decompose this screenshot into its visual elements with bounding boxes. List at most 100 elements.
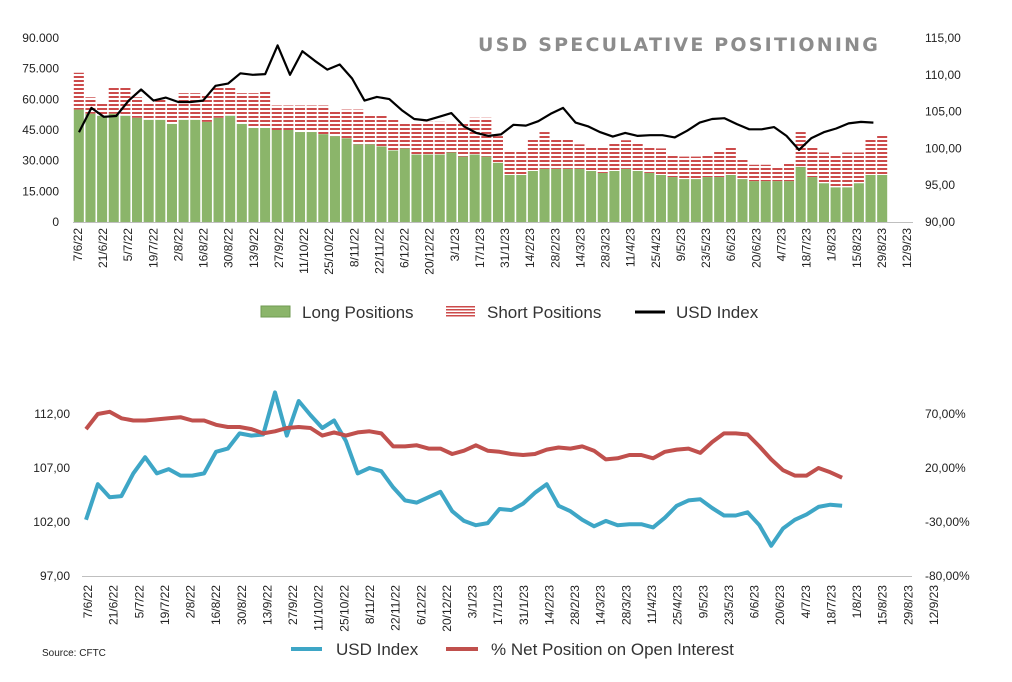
top-chart: USD SPECULATIVE POSITIONING 0 15.000 30.00… [22, 31, 962, 322]
y-left-tick-label-bottom: 107,00 [33, 461, 70, 475]
y-left-tick-label-bottom: 112,00 [34, 407, 70, 421]
long-bar [329, 136, 340, 222]
short-bar [271, 105, 282, 130]
long-bar [469, 154, 480, 222]
x-tick-label: 20/12/22 [423, 228, 437, 275]
x-tick-label: 9/5/23 [674, 228, 688, 262]
long-bar [295, 132, 306, 222]
short-bar [248, 93, 259, 128]
x-tick-label: 17/1/23 [473, 228, 487, 268]
short-bar [469, 117, 480, 155]
x-tick-label-bottom: 30/8/22 [235, 585, 249, 625]
long-bar [725, 174, 736, 222]
x-tick-label: 6/12/22 [398, 228, 412, 268]
short-bar [388, 119, 399, 151]
short-bar [73, 72, 84, 110]
x-tick-label-bottom: 5/7/22 [132, 585, 146, 619]
top-bars [73, 72, 888, 222]
long-bar [97, 115, 108, 222]
short-bar [877, 134, 888, 175]
long-bar [236, 123, 247, 222]
short-bar [329, 111, 340, 137]
short-bar [621, 140, 632, 169]
x-tick-label: 1/8/23 [825, 228, 839, 262]
top-tick-labels: 0 15.000 30.000 45.000 60.000 75.000 90.000 90,… [22, 31, 962, 275]
short-bar [353, 109, 364, 145]
x-tick-label: 21/6/22 [96, 228, 110, 268]
x-tick-label: 13/9/22 [247, 228, 261, 268]
y-right-tick-label-bottom: -30,00% [925, 515, 970, 529]
short-bar [446, 123, 457, 153]
x-tick-label-bottom: 6/6/23 [748, 585, 762, 619]
short-bar [772, 166, 783, 182]
long-bar [504, 174, 515, 222]
x-tick-label-bottom: 23/5/23 [722, 585, 736, 625]
short-bar [586, 146, 597, 171]
short-bar [714, 150, 725, 178]
source-note: Source: CFTC [42, 648, 106, 659]
long-bar [714, 177, 725, 222]
long-bar [690, 179, 701, 222]
x-tick-label-bottom: 14/2/23 [542, 585, 556, 625]
x-tick-label-bottom: 29/8/23 [901, 585, 915, 625]
long-bar [341, 138, 352, 222]
long-bar [527, 170, 538, 222]
x-tick-label-bottom: 6/12/22 [414, 585, 428, 625]
x-tick-label: 20/6/23 [749, 228, 763, 268]
legend-label-net-position: % Net Position on Open Interest [491, 640, 734, 659]
short-bar [108, 87, 119, 114]
short-bar [341, 109, 352, 139]
short-bar [423, 121, 434, 155]
short-bar [178, 93, 189, 120]
bottom-tick-labels: 97,00 102,00 107,00 112,00 -80,00% -30,00% 20,… [33, 407, 970, 632]
x-tick-label-bottom: 18/7/23 [824, 585, 838, 625]
long-bar [818, 183, 829, 222]
long-bar [737, 179, 748, 222]
long-bar [539, 168, 550, 222]
short-bar [201, 95, 212, 122]
x-tick-label-bottom: 3/1/23 [466, 585, 480, 619]
x-tick-label: 22/11/22 [372, 228, 386, 274]
long-bar [201, 121, 212, 222]
y-right-tick-label: 100,00 [925, 141, 962, 155]
long-bar [830, 187, 841, 222]
long-bar [85, 113, 96, 222]
x-tick-label-bottom: 17/1/23 [491, 585, 505, 625]
short-bar [190, 93, 201, 120]
long-bar [516, 174, 527, 222]
short-bar [551, 138, 562, 169]
short-bar [609, 142, 620, 171]
long-bar [492, 162, 503, 222]
y-right-tick-label-bottom: 70,00% [925, 407, 966, 421]
x-tick-label: 27/9/22 [272, 228, 286, 268]
short-bar [236, 93, 247, 124]
x-tick-label: 30/8/22 [222, 228, 236, 268]
long-bar [73, 109, 84, 222]
bottom-legend: USD Index % Net Position on Open Interes… [291, 640, 734, 659]
long-bar [749, 181, 760, 222]
long-bar [434, 154, 445, 222]
short-bar [306, 105, 317, 133]
short-bar [760, 164, 771, 182]
long-bar [143, 119, 154, 222]
x-tick-label-bottom: 2/8/22 [184, 585, 198, 619]
long-bar [842, 187, 853, 222]
x-tick-label: 25/4/23 [649, 228, 663, 268]
y-right-tick-label: 95,00 [925, 178, 955, 192]
short-bar [725, 146, 736, 175]
short-bar [807, 146, 818, 178]
x-tick-label: 19/7/22 [146, 228, 160, 268]
long-bar [667, 177, 678, 222]
long-bar [702, 177, 713, 222]
y-left-tick-label: 30.000 [22, 154, 59, 168]
long-bar [877, 174, 888, 222]
short-bar [516, 150, 527, 175]
long-bar [795, 166, 806, 222]
short-bar [527, 138, 538, 171]
y-right-tick-label-bottom: 20,00% [925, 461, 966, 475]
long-bar [120, 115, 131, 222]
long-bar [178, 119, 189, 222]
short-bar [865, 138, 876, 175]
short-bar [481, 117, 492, 157]
x-tick-label: 11/10/22 [297, 228, 311, 274]
